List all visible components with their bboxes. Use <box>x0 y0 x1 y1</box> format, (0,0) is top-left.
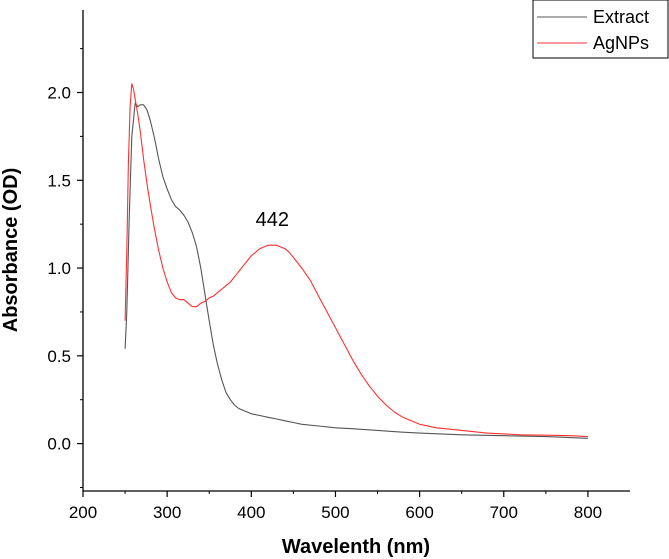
x-tick-label: 200 <box>69 503 97 522</box>
x-tick-label: 600 <box>405 503 433 522</box>
y-tick-label: 0.0 <box>47 435 71 454</box>
x-tick-label: 300 <box>153 503 181 522</box>
axes <box>82 10 630 492</box>
series-line-agnps <box>124 83 588 438</box>
series-layer <box>124 83 588 439</box>
x-axis-title: Wavelenth (nm) <box>282 536 430 558</box>
y-axis-title: Absorbance (OD) <box>0 168 22 332</box>
x-tick-label: 500 <box>321 503 349 522</box>
legend-label-extract: Extract <box>593 7 649 27</box>
x-tick-label: 400 <box>237 503 265 522</box>
y-tick-label: 0.5 <box>47 347 71 366</box>
x-tick-label: 800 <box>574 503 602 522</box>
legend-label-agnps: AgNPs <box>593 33 649 53</box>
legend: Extract AgNPs <box>532 0 669 59</box>
y-tick-label: 1.0 <box>47 259 71 278</box>
y-tick-label: 1.5 <box>47 171 71 190</box>
x-tick-label: 700 <box>490 503 518 522</box>
series-line-extract <box>124 102 588 439</box>
legend-box <box>532 0 669 59</box>
peak-annotation: 442 <box>256 209 289 231</box>
y-tick-label: 2.0 <box>47 84 71 103</box>
ticks: 200 300 400 500 600 700 800 0.0 0.5 1.0 1.5 2.0 <box>47 48 602 522</box>
